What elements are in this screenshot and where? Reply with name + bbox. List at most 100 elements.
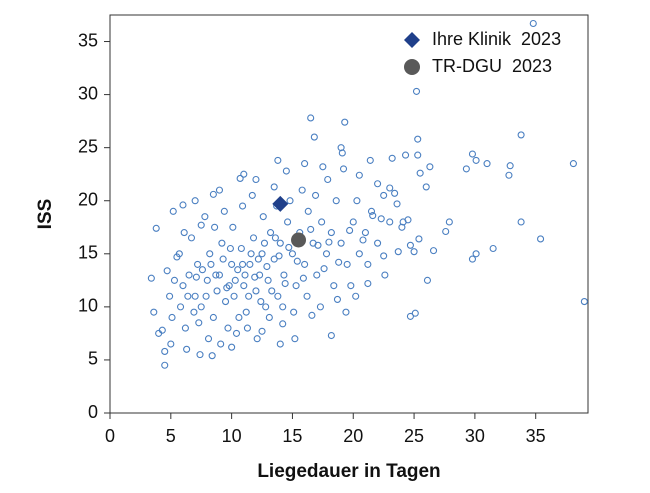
patient-point [303, 292, 311, 300]
patient-point [183, 345, 191, 353]
patient-point [361, 229, 369, 237]
patient-point [234, 266, 242, 274]
patient-point [445, 218, 453, 226]
y-tick-label: 10 [78, 296, 98, 316]
patient-point [198, 266, 206, 274]
patient-point [197, 221, 205, 229]
patient-point [292, 282, 300, 290]
patient-point [364, 260, 372, 268]
patient-point [236, 174, 244, 182]
patient-point [341, 118, 349, 126]
patient-point [353, 197, 361, 205]
patient-point [349, 218, 357, 226]
patient-point [505, 171, 513, 179]
patient-point [176, 303, 185, 311]
patient-point [237, 244, 245, 253]
patient-point [209, 190, 217, 198]
patient-point [298, 186, 306, 194]
patient-point [322, 250, 331, 258]
patient-point [335, 258, 343, 266]
patient-point [228, 343, 236, 351]
patient-point [161, 347, 169, 355]
patient-point [232, 329, 241, 337]
patient-point [388, 154, 396, 162]
patient-point [374, 239, 382, 247]
patient-point [352, 292, 360, 300]
patient-point [275, 252, 283, 260]
patient-point [580, 298, 588, 306]
patient-point [394, 248, 402, 256]
patient-point [254, 255, 262, 263]
patient-point [426, 163, 434, 171]
patient-point [206, 250, 214, 258]
patient-point [170, 276, 179, 284]
patient-point [411, 309, 419, 317]
patient-point [288, 250, 296, 258]
patient-point [190, 308, 198, 316]
patient-point [412, 87, 421, 95]
x-tick-label: 0 [105, 426, 115, 446]
patient-point [215, 271, 224, 279]
patient-point [262, 303, 270, 311]
patient-point [280, 271, 288, 279]
patient-point [327, 331, 335, 340]
patient-point [223, 284, 231, 292]
patient-point [276, 239, 284, 247]
patient-point [224, 324, 232, 332]
patient-point [406, 312, 414, 320]
patient-point [333, 295, 341, 303]
patient-point [330, 282, 338, 290]
patient-point [248, 191, 256, 199]
patient-point [293, 257, 301, 265]
patient-point [391, 189, 399, 197]
patient-point [364, 279, 372, 288]
x-tick-label: 30 [465, 426, 485, 446]
patient-point [253, 335, 261, 343]
patient-point [489, 244, 497, 253]
patient-point [226, 244, 234, 253]
patient-point [312, 191, 320, 199]
patient-point [301, 160, 309, 168]
reference-point [291, 232, 307, 248]
patient-point [241, 271, 249, 279]
patient-point [529, 19, 537, 28]
patient-point [299, 274, 307, 282]
patient-point [187, 234, 196, 242]
patient-point [249, 234, 258, 242]
patient-point [338, 149, 346, 157]
patient-point [337, 239, 345, 247]
x-tick-label: 15 [282, 426, 302, 446]
patient-point [212, 271, 220, 279]
patient-point [301, 260, 309, 268]
x-tick-label: 20 [343, 426, 363, 446]
patient-point [215, 186, 224, 194]
patient-point [213, 287, 221, 295]
patient-point [265, 313, 273, 322]
patient-point [251, 273, 259, 281]
patient-point [266, 229, 275, 237]
patient-point [462, 165, 470, 173]
patient-point [208, 352, 216, 360]
patient-point [207, 260, 215, 268]
patient-point [347, 282, 355, 290]
patient-point [285, 243, 293, 251]
patient-point [155, 329, 163, 337]
patient-point [240, 170, 248, 178]
patient-point [196, 351, 204, 359]
patient-point [374, 180, 382, 188]
patient-point [274, 156, 282, 164]
patient-point [228, 260, 236, 268]
patient-point [472, 250, 480, 258]
patient-point [201, 213, 209, 221]
patient-point [346, 226, 354, 235]
patient-point [209, 313, 217, 322]
y-tick-label: 30 [78, 83, 98, 103]
patient-point [429, 247, 438, 255]
patient-point [318, 218, 326, 226]
patient-point [204, 335, 213, 343]
x-tick-label: 10 [222, 426, 242, 446]
patient-point [386, 184, 394, 192]
patient-point [169, 207, 177, 215]
patient-point [167, 340, 175, 348]
patient-point [191, 197, 199, 205]
